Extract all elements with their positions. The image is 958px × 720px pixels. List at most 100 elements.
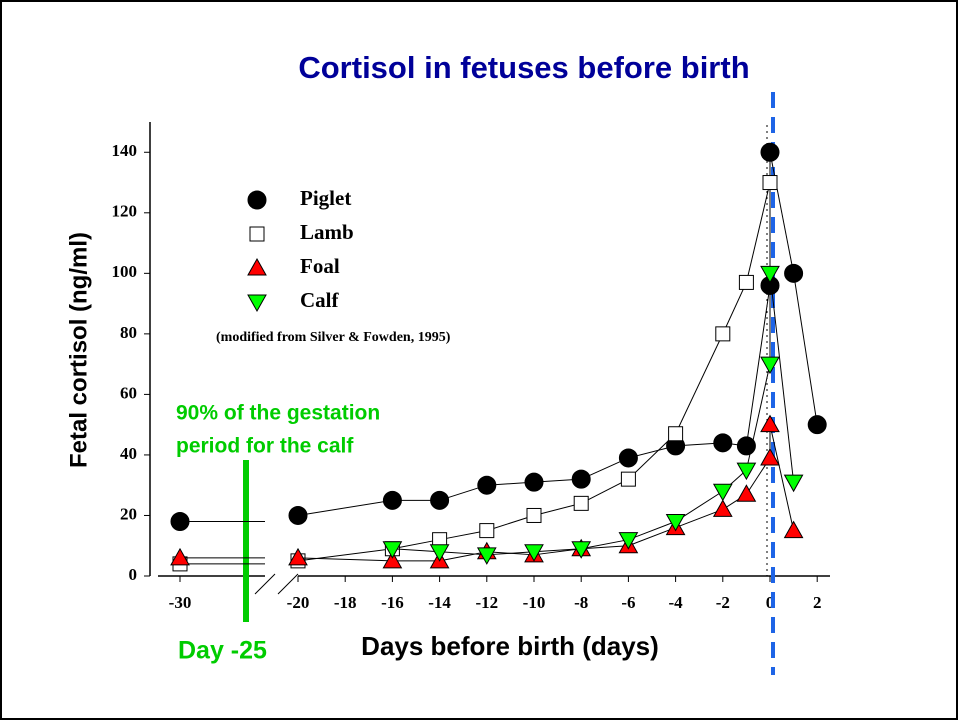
- y-axis-label: Fetal cortisol (ng/ml): [65, 232, 92, 468]
- x-tick-label: -14: [428, 593, 451, 612]
- legend-label: Piglet: [300, 186, 351, 210]
- legend-marker: [247, 257, 267, 276]
- legend-label: Lamb: [300, 220, 354, 244]
- axis-break: [254, 573, 276, 595]
- point: [524, 472, 544, 492]
- point: [784, 263, 804, 283]
- series-line: [392, 548, 440, 553]
- series-line: [769, 273, 795, 483]
- series-line: [769, 424, 795, 531]
- point: [571, 469, 591, 489]
- point: [712, 499, 733, 517]
- series-line: [533, 502, 582, 516]
- x-tick-label: -10: [523, 593, 546, 612]
- marker-label: Day -25: [178, 637, 267, 665]
- series-line: [297, 557, 393, 562]
- point: [573, 495, 589, 511]
- y-tick-label: 60: [120, 383, 137, 402]
- legend-marker: [249, 226, 265, 242]
- x-tick-label: 2: [813, 593, 822, 612]
- series-line: [439, 551, 487, 556]
- series-line: [675, 508, 723, 529]
- series-line: [297, 548, 393, 562]
- point: [668, 426, 684, 442]
- y-tick-label: 140: [112, 141, 138, 160]
- x-tick-label: -16: [381, 593, 404, 612]
- point: [382, 550, 403, 569]
- series-line: [745, 364, 771, 471]
- point: [760, 265, 780, 284]
- point: [760, 142, 780, 162]
- y-tick-label: 0: [129, 565, 138, 584]
- point: [477, 475, 497, 495]
- series-line: [581, 545, 629, 550]
- point: [783, 474, 804, 493]
- series-line: [486, 551, 535, 556]
- legend-marker: [247, 294, 267, 313]
- point: [479, 523, 495, 539]
- point: [430, 490, 450, 510]
- series-line: [675, 333, 724, 434]
- point: [738, 274, 754, 290]
- point: [288, 547, 308, 566]
- legend-label: Foal: [300, 254, 340, 278]
- x-tick-label: -6: [621, 593, 635, 612]
- point: [715, 326, 731, 342]
- series-line: [769, 152, 795, 274]
- x-tick-label: -12: [475, 593, 498, 612]
- x-axis-label: Days before birth (days): [361, 631, 659, 661]
- series-line: [580, 478, 629, 504]
- point: [382, 490, 402, 510]
- point: [571, 541, 592, 559]
- y-tick-label: 120: [112, 202, 138, 221]
- series-line: [793, 273, 818, 425]
- series-line: [745, 285, 771, 446]
- point: [736, 462, 757, 481]
- x-tick-label: -8: [574, 593, 588, 612]
- series-line: [628, 527, 676, 547]
- point: [736, 484, 757, 502]
- series-line: [722, 282, 747, 335]
- x-tick-label: 0: [766, 593, 775, 612]
- annotation: period for the calf: [176, 435, 354, 458]
- point: [807, 415, 827, 435]
- point: [476, 547, 497, 565]
- series-line: [439, 530, 487, 541]
- point: [783, 520, 804, 539]
- point: [170, 547, 190, 566]
- y-tick-label: 100: [112, 262, 138, 281]
- point: [760, 447, 780, 466]
- point: [524, 544, 544, 562]
- series-line: [533, 548, 582, 556]
- point: [760, 356, 780, 375]
- x-tick-label: -2: [716, 593, 730, 612]
- y-tick-label: 80: [120, 323, 137, 342]
- source-note: (modified from Silver & Fowden, 1995): [216, 330, 451, 345]
- series-line: [533, 548, 582, 553]
- point: [288, 505, 308, 525]
- point: [620, 471, 636, 487]
- chart-title: Cortisol in fetuses before birth: [298, 50, 749, 85]
- point: [713, 433, 733, 453]
- point: [712, 483, 733, 502]
- series-line: [745, 182, 771, 283]
- x-tick-label: -30: [169, 593, 192, 612]
- point: [429, 544, 450, 562]
- legend-label: Calf: [300, 288, 340, 312]
- point: [665, 514, 686, 532]
- legend-marker: [247, 190, 267, 210]
- y-tick-label: 20: [120, 504, 137, 523]
- y-tick-label: 40: [120, 444, 137, 463]
- series-line: [628, 521, 676, 541]
- series-line: [439, 551, 487, 562]
- axis-break: [277, 573, 299, 595]
- x-tick-label: -4: [669, 593, 684, 612]
- series-line: [486, 514, 535, 532]
- point: [170, 512, 190, 532]
- series-line: [297, 499, 393, 516]
- point: [618, 448, 638, 468]
- point: [762, 175, 778, 191]
- point: [760, 414, 780, 433]
